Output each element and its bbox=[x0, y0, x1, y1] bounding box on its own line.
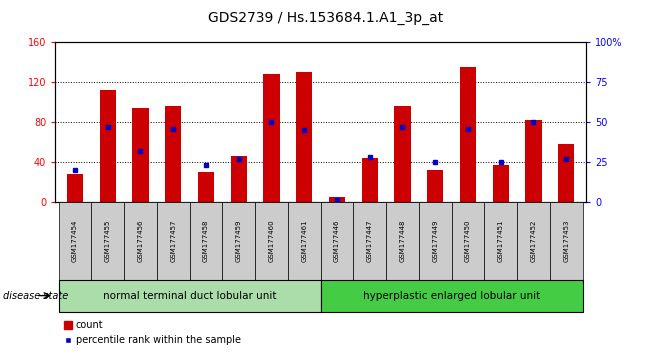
Text: GSM177459: GSM177459 bbox=[236, 219, 242, 262]
FancyBboxPatch shape bbox=[517, 202, 550, 280]
FancyBboxPatch shape bbox=[59, 280, 320, 312]
Bar bbox=[132, 108, 148, 202]
Text: disease state: disease state bbox=[3, 291, 68, 301]
FancyBboxPatch shape bbox=[124, 202, 157, 280]
Text: GDS2739 / Hs.153684.1.A1_3p_at: GDS2739 / Hs.153684.1.A1_3p_at bbox=[208, 11, 443, 25]
Bar bbox=[395, 106, 411, 202]
Text: GSM177453: GSM177453 bbox=[563, 219, 569, 262]
Bar bbox=[198, 172, 214, 202]
FancyBboxPatch shape bbox=[484, 202, 517, 280]
Bar bbox=[427, 170, 443, 202]
Text: GSM177446: GSM177446 bbox=[334, 219, 340, 262]
Bar bbox=[100, 90, 116, 202]
Text: GSM177458: GSM177458 bbox=[203, 219, 209, 262]
Text: GSM177450: GSM177450 bbox=[465, 219, 471, 262]
Bar bbox=[230, 156, 247, 202]
Text: hyperplastic enlarged lobular unit: hyperplastic enlarged lobular unit bbox=[363, 291, 540, 301]
FancyBboxPatch shape bbox=[189, 202, 223, 280]
Text: GSM177455: GSM177455 bbox=[105, 219, 111, 262]
Text: GSM177451: GSM177451 bbox=[498, 219, 504, 262]
Text: GSM177454: GSM177454 bbox=[72, 219, 78, 262]
Bar bbox=[558, 144, 574, 202]
Text: GSM177449: GSM177449 bbox=[432, 219, 438, 262]
FancyBboxPatch shape bbox=[353, 202, 386, 280]
Text: GSM177460: GSM177460 bbox=[268, 219, 275, 262]
Text: normal terminal duct lobular unit: normal terminal duct lobular unit bbox=[103, 291, 277, 301]
Text: GSM177448: GSM177448 bbox=[400, 219, 406, 262]
FancyBboxPatch shape bbox=[223, 202, 255, 280]
Bar bbox=[165, 106, 182, 202]
Text: GSM177452: GSM177452 bbox=[531, 219, 536, 262]
Bar bbox=[329, 197, 345, 202]
Bar bbox=[525, 120, 542, 202]
FancyBboxPatch shape bbox=[452, 202, 484, 280]
Bar bbox=[460, 67, 476, 202]
Text: GSM177447: GSM177447 bbox=[367, 219, 373, 262]
Text: GSM177461: GSM177461 bbox=[301, 219, 307, 262]
FancyBboxPatch shape bbox=[320, 280, 583, 312]
FancyBboxPatch shape bbox=[550, 202, 583, 280]
Legend: count, percentile rank within the sample: count, percentile rank within the sample bbox=[60, 316, 245, 349]
Bar bbox=[493, 165, 509, 202]
Text: GSM177456: GSM177456 bbox=[137, 219, 143, 262]
FancyBboxPatch shape bbox=[320, 202, 353, 280]
FancyBboxPatch shape bbox=[386, 202, 419, 280]
FancyBboxPatch shape bbox=[91, 202, 124, 280]
Bar bbox=[361, 158, 378, 202]
Bar bbox=[67, 174, 83, 202]
FancyBboxPatch shape bbox=[255, 202, 288, 280]
Bar bbox=[263, 74, 280, 202]
FancyBboxPatch shape bbox=[59, 202, 91, 280]
Text: GSM177457: GSM177457 bbox=[171, 219, 176, 262]
FancyBboxPatch shape bbox=[419, 202, 452, 280]
FancyBboxPatch shape bbox=[157, 202, 189, 280]
Bar bbox=[296, 72, 312, 202]
FancyBboxPatch shape bbox=[288, 202, 320, 280]
